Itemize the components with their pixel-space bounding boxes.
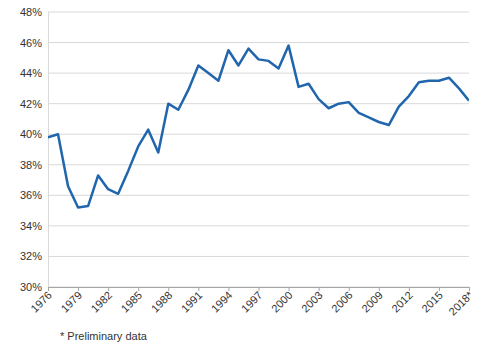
x-tick-label: 2018* (446, 288, 475, 317)
y-tick-label: 48% (20, 6, 42, 18)
x-tick: 1979 (58, 287, 84, 315)
x-tick-mark (228, 287, 229, 291)
y-tick: 44% (20, 67, 48, 79)
x-tick-label: 1982 (88, 289, 114, 315)
y-tick-label: 44% (20, 67, 42, 79)
x-tick: 2009 (359, 287, 385, 315)
x-tick-mark (138, 287, 139, 291)
y-tick: 38% (20, 159, 48, 171)
x-tick-label: 1976 (28, 289, 54, 315)
x-tick: 1991 (179, 287, 205, 315)
x-tick-label: 1988 (149, 289, 175, 315)
y-tick: 40% (20, 128, 48, 140)
y-tick-label: 30% (20, 281, 42, 293)
x-tick-mark (469, 287, 470, 291)
x-tick-label: 2012 (389, 289, 415, 315)
grid-line (48, 103, 469, 104)
x-tick: 2000 (269, 287, 295, 315)
grid-line (48, 225, 469, 226)
x-tick-mark (379, 287, 380, 291)
x-tick-mark (349, 287, 350, 291)
line (48, 46, 469, 208)
x-tick-label: 1994 (209, 289, 235, 315)
x-tick: 1994 (209, 287, 235, 315)
y-tick-label: 38% (20, 159, 42, 171)
x-tick: 1976 (28, 287, 54, 315)
grid-line (48, 195, 469, 196)
x-tick-mark (168, 287, 169, 291)
y-tick-label: 32% (20, 250, 42, 262)
x-tick: 2003 (299, 287, 325, 315)
grid-line (48, 73, 469, 74)
y-tick-label: 40% (20, 128, 42, 140)
x-tick-mark (198, 287, 199, 291)
x-tick-mark (439, 287, 440, 291)
x-tick-label: 2009 (359, 289, 385, 315)
x-tick: 2015 (419, 287, 445, 315)
x-tick-label: 2000 (269, 289, 295, 315)
grid-line (48, 256, 469, 257)
plot: 30%32%34%36%38%40%42%44%46%48%1976197919… (20, 6, 476, 318)
y-tick-label: 34% (20, 220, 42, 232)
y-tick: 34% (20, 220, 48, 232)
x-tick: 1997 (239, 287, 265, 315)
x-tick-mark (259, 287, 260, 291)
grid (48, 12, 469, 287)
grid-line (48, 164, 469, 165)
x-tick-label: 1991 (179, 289, 205, 315)
footnote: * Preliminary data (60, 330, 148, 342)
y-tick-label: 46% (20, 37, 42, 49)
y-tick: 42% (20, 98, 48, 110)
y-axis: 30% 32% 34% 36% 38% 40% 42% 44% 46% 48% (20, 6, 49, 293)
x-tick: 1985 (119, 287, 145, 315)
y-tick-label: 36% (20, 189, 42, 201)
x-tick-label: 1985 (119, 289, 145, 315)
grid-line (48, 134, 469, 135)
x-tick-mark (78, 287, 79, 291)
x-tick-label: 2006 (329, 289, 355, 315)
x-tick-mark (319, 287, 320, 291)
x-axis: 1976197919821985198819911994199720002003… (28, 287, 475, 318)
x-tick-label: 2015 (419, 289, 445, 315)
y-tick: 46% (20, 37, 48, 49)
x-tick-mark (289, 287, 290, 291)
x-tick: 2012 (389, 287, 415, 315)
grid-line (48, 42, 469, 43)
x-tick: 1988 (149, 287, 175, 315)
grid-line (48, 12, 469, 13)
y-tick-label: 42% (20, 98, 42, 110)
y-tick: 48% (20, 6, 48, 18)
x-tick-mark (108, 287, 109, 291)
x-tick: 1982 (88, 287, 114, 315)
x-tick-label: 1979 (58, 289, 84, 315)
x-tick: 2018* (446, 287, 475, 318)
x-tick: 2006 (329, 287, 355, 315)
x-tick-mark (409, 287, 410, 291)
chart: 30%32%34%36%38%40%42%44%46%48%1976197919… (0, 0, 491, 360)
x-tick-label: 1997 (239, 289, 265, 315)
y-axis-line (48, 13, 49, 288)
x-tick-label: 2003 (299, 289, 325, 315)
y-tick: 32% (20, 250, 48, 262)
y-tick: 36% (20, 189, 48, 201)
series (48, 46, 469, 208)
x-tick-mark (48, 287, 49, 291)
